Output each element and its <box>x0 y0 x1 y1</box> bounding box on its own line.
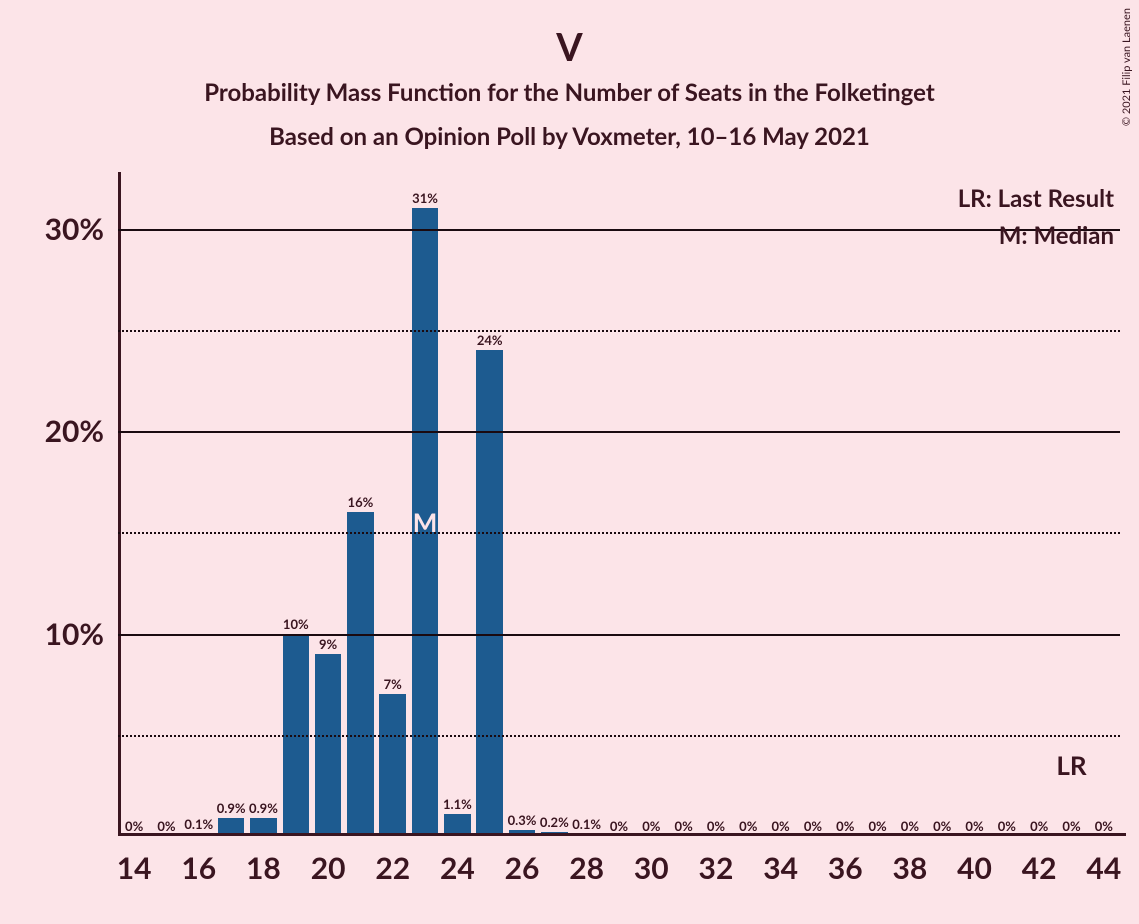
legend-m: M: Median <box>999 221 1114 250</box>
chart-subtitle-1: Probability Mass Function for the Number… <box>0 78 1139 107</box>
bar-series: 0%0%0.1%0.9%0.9%10%9%16%7%31%1.1%24%0.3%… <box>118 178 1120 836</box>
bar-value-label: 0.2% <box>540 814 569 832</box>
x-tick-label: 20 <box>311 836 346 886</box>
bar: 24% <box>476 350 503 836</box>
grid-minor <box>118 735 1120 737</box>
x-tick-label: 28 <box>569 836 604 886</box>
chart-subtitle-2: Based on an Opinion Poll by Voxmeter, 10… <box>0 122 1139 151</box>
bar-value-label: 10% <box>283 616 309 634</box>
median-marker: M <box>413 506 438 538</box>
bar: 7% <box>379 694 406 836</box>
legend-lr: LR: Last Result <box>958 184 1114 213</box>
x-tick-label: 34 <box>763 836 798 886</box>
copyright-text: © 2021 Filip van Laenen <box>1120 8 1133 126</box>
bar-value-label: 9% <box>319 636 337 654</box>
x-tick-label: 32 <box>699 836 734 886</box>
x-tick-label: 26 <box>505 836 540 886</box>
bar-value-label: 0.1% <box>572 816 601 834</box>
x-tick-label: 30 <box>634 836 669 886</box>
x-tick-label: 42 <box>1022 836 1057 886</box>
bar-value-label: 31% <box>412 190 438 208</box>
chart-title: V <box>0 24 1139 70</box>
bar-value-label: 0.3% <box>508 812 537 830</box>
bar-value-label: 0.9% <box>217 800 246 818</box>
x-tick-label: 16 <box>181 836 216 886</box>
x-tick-label: 40 <box>957 836 992 886</box>
grid-minor <box>118 532 1120 534</box>
grid-major <box>118 229 1120 231</box>
bar-value-label: 0.1% <box>184 816 213 834</box>
y-tick-label: 20% <box>45 413 118 449</box>
bar-value-label: 24% <box>477 332 503 350</box>
bar: 16% <box>347 512 374 836</box>
grid-major <box>118 431 1120 433</box>
grid-major <box>118 634 1120 636</box>
x-tick-label: 44 <box>1086 836 1121 886</box>
x-tick-label: 18 <box>246 836 281 886</box>
x-tick-label: 36 <box>828 836 863 886</box>
bar-value-label: 7% <box>384 676 402 694</box>
x-tick-label: 24 <box>440 836 475 886</box>
bar-value-label: 0.9% <box>249 800 278 818</box>
last-result-marker: LR <box>1056 749 1086 781</box>
bar-value-label: 1.1% <box>443 796 472 814</box>
y-tick-label: 30% <box>45 211 118 247</box>
bar-value-label: 16% <box>348 494 374 512</box>
plot-area: 0%0%0.1%0.9%0.9%10%9%16%7%31%1.1%24%0.3%… <box>118 178 1120 836</box>
x-tick-label: 38 <box>892 836 927 886</box>
chart-container: V Probability Mass Function for the Numb… <box>0 0 1139 924</box>
x-tick-label: 22 <box>375 836 410 886</box>
grid-minor <box>118 330 1120 332</box>
bar: 9% <box>315 654 342 836</box>
y-tick-label: 10% <box>45 616 118 652</box>
x-tick-label: 14 <box>117 836 152 886</box>
